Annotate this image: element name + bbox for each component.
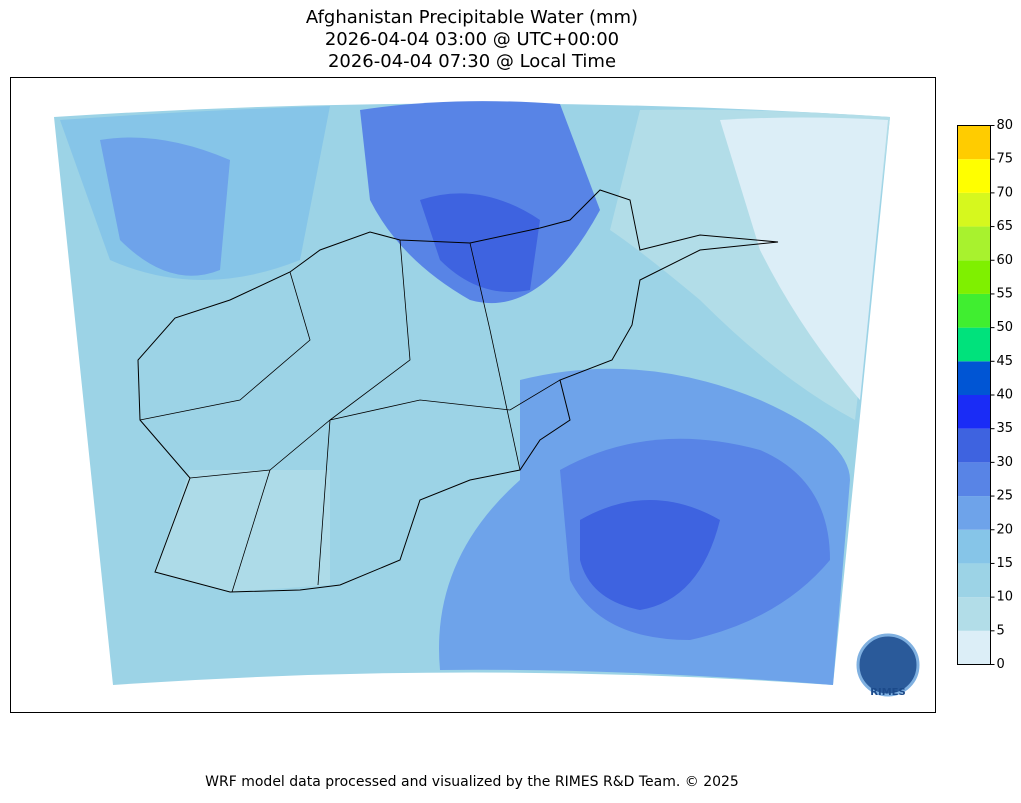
colorbar-frame xyxy=(957,125,991,665)
colorbar-bin xyxy=(957,192,991,227)
logo: RIMES xyxy=(856,633,920,698)
province-border xyxy=(139,239,561,593)
colorbar-bin xyxy=(957,125,991,160)
colorbar-bin xyxy=(957,226,991,261)
colorbar-tick-label: 15 xyxy=(997,556,1014,571)
colorbar-bin xyxy=(957,462,991,497)
colorbar-tick-label: 20 xyxy=(997,522,1014,537)
colorbar-bin xyxy=(957,428,991,463)
logo-badge xyxy=(856,633,920,697)
logo-text: RIMES xyxy=(870,687,905,698)
colorbar-bin xyxy=(957,361,991,395)
colorbar-tick-label: 60 xyxy=(997,253,1014,268)
title-line: 2026-04-04 03:00 @ UTC+00:00 xyxy=(325,29,619,50)
colorbar-tick-label: 65 xyxy=(997,219,1014,234)
country-border xyxy=(137,189,779,593)
map-field xyxy=(54,101,890,685)
colorbar-bin xyxy=(957,630,991,665)
colorbar-tick-label: 30 xyxy=(997,455,1014,470)
colorbar-tick-label: 5 xyxy=(997,623,1005,638)
colorbar-bin xyxy=(957,159,991,193)
colorbar-tick-label: 0 xyxy=(997,657,1005,672)
colorbar-tick-label: 75 xyxy=(997,152,1014,167)
colorbar-bin xyxy=(957,260,991,294)
colorbar-tick-label: 55 xyxy=(997,286,1014,301)
colorbar-bin xyxy=(957,395,991,429)
colorbar-bin xyxy=(957,529,991,564)
colorbar-tick-label: 40 xyxy=(997,388,1014,403)
colorbar-bin xyxy=(957,327,991,362)
title-line: 2026-04-04 07:30 @ Local Time xyxy=(328,51,616,72)
colorbar-tick-label: 45 xyxy=(997,354,1014,369)
colorbar-tick-label: 25 xyxy=(997,489,1014,504)
footer: WRF model data processed and visualized … xyxy=(205,774,739,790)
colorbar-tick-label: 10 xyxy=(997,590,1014,605)
colorbar-tick-label: 80 xyxy=(997,118,1014,133)
title-line: Afghanistan Precipitable Water (mm) xyxy=(306,7,638,28)
colorbar-tick-label: 70 xyxy=(997,185,1014,200)
colorbar-tick-label: 35 xyxy=(997,421,1014,436)
colorbar-bin xyxy=(957,563,991,598)
colorbar-bin xyxy=(957,597,991,631)
colorbar-bin xyxy=(957,496,991,530)
colorbar-tick-label: 50 xyxy=(997,320,1014,335)
colorbar-bin xyxy=(957,293,991,328)
